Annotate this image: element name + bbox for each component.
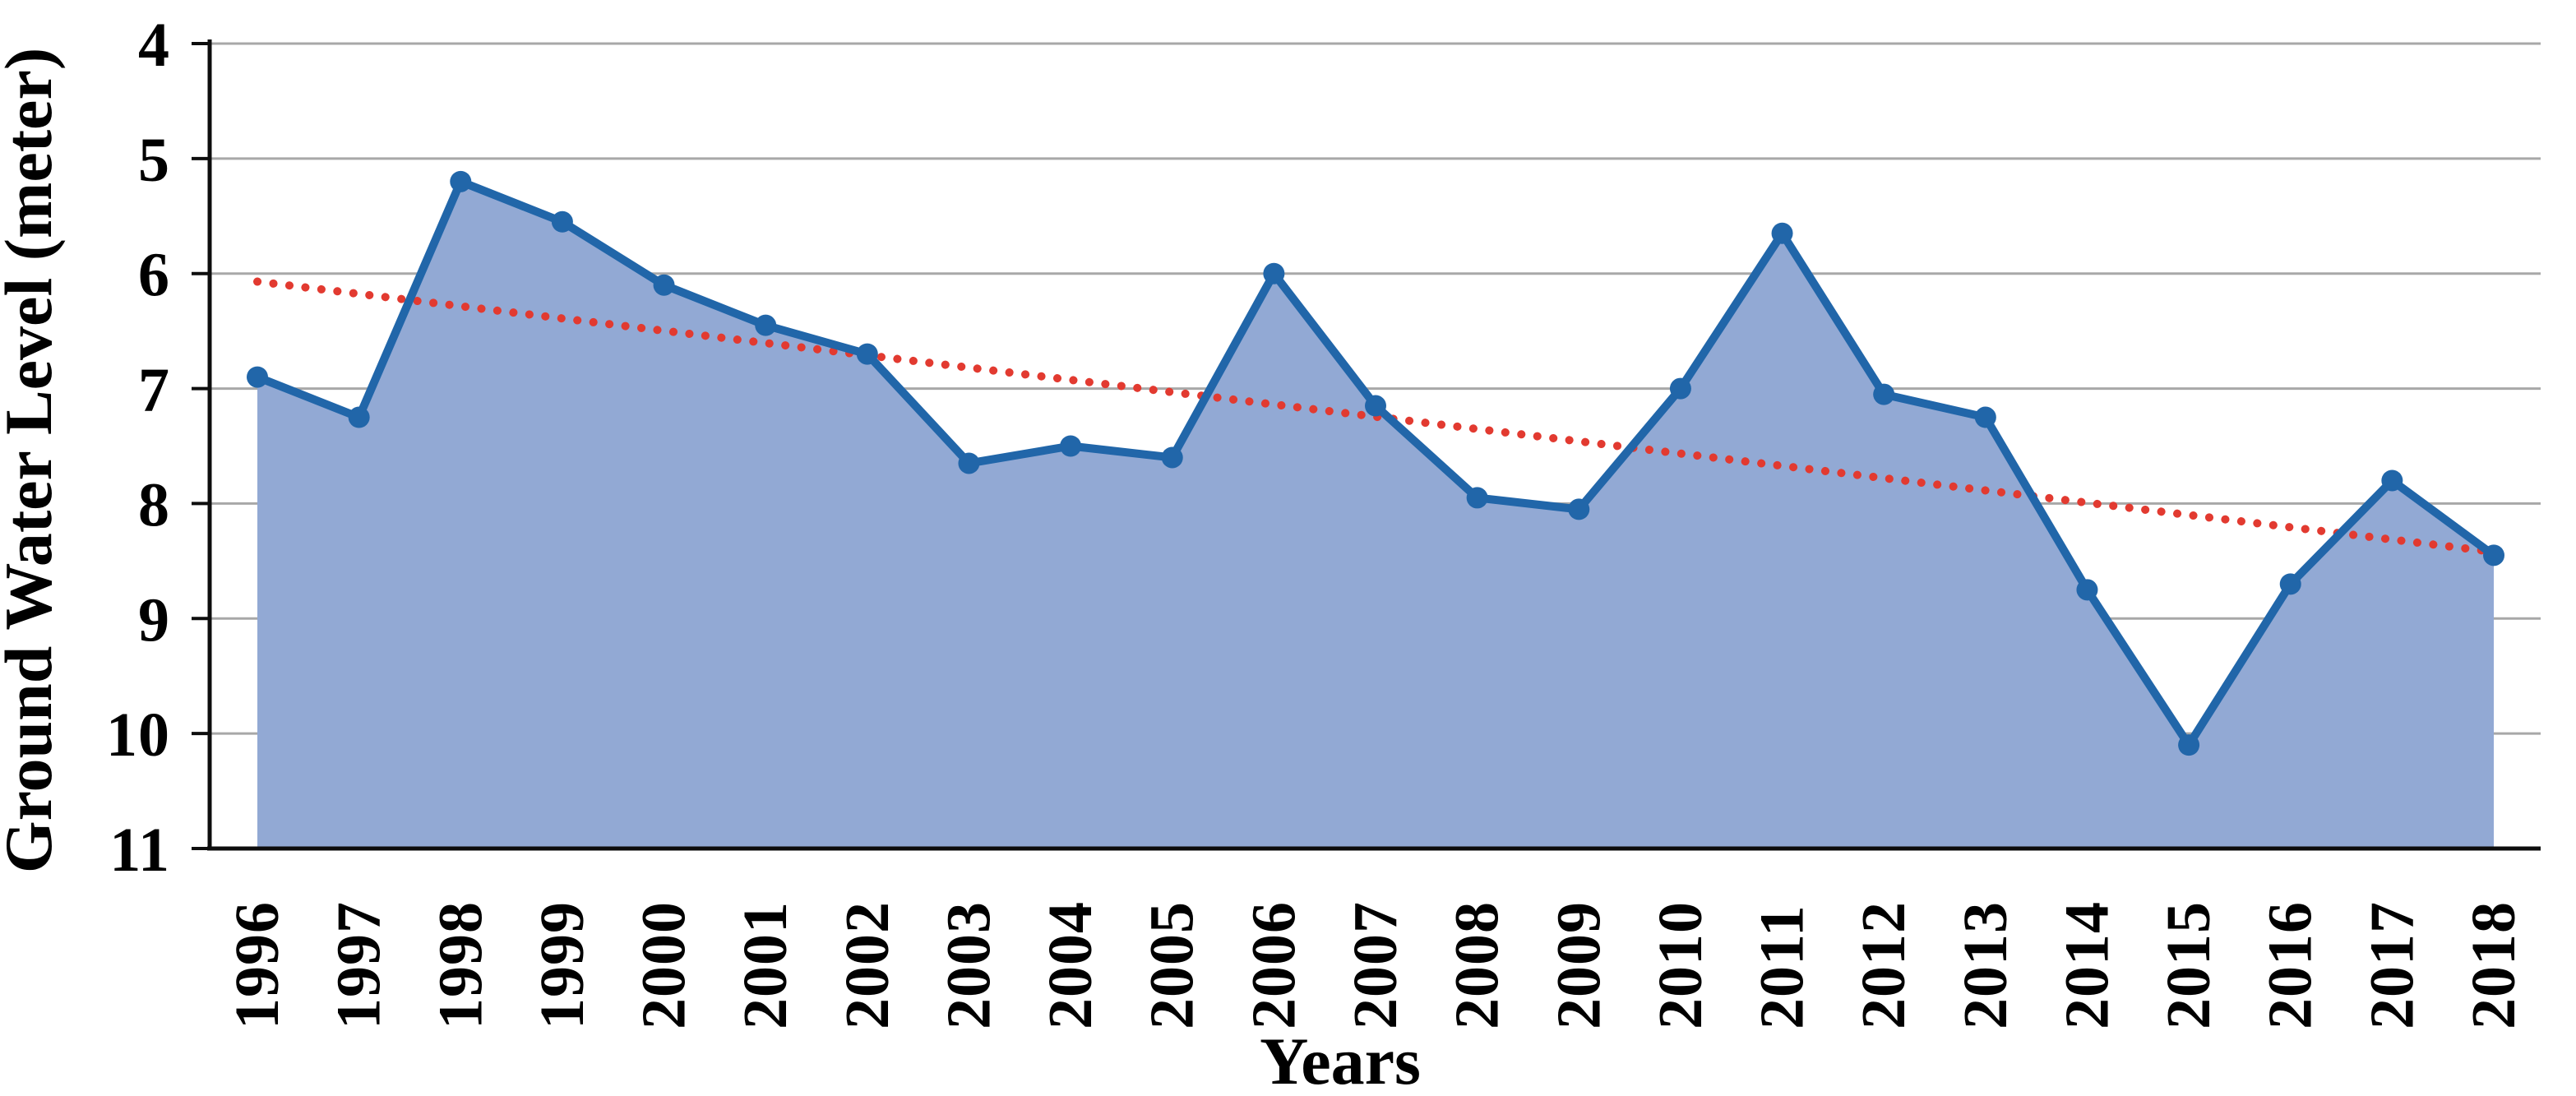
x-tick-label-2000: 2000 bbox=[630, 901, 699, 1029]
data-point-2006 bbox=[1263, 262, 1285, 284]
data-point-2008 bbox=[1466, 487, 1488, 509]
data-point-2004 bbox=[1060, 435, 1082, 457]
data-point-2015 bbox=[2178, 734, 2200, 756]
data-point-2002 bbox=[856, 343, 878, 365]
x-tick-label-2010: 2010 bbox=[1646, 901, 1715, 1029]
data-point-2010 bbox=[1669, 377, 1691, 400]
y-tick-label-11: 11 bbox=[109, 816, 170, 885]
y-tick-label-7: 7 bbox=[138, 356, 170, 425]
data-point-2009 bbox=[1568, 498, 1590, 520]
x-tick-label-2017: 2017 bbox=[2357, 901, 2426, 1029]
area-fill bbox=[257, 181, 2494, 849]
data-point-2014 bbox=[2076, 579, 2098, 601]
x-tick-label-2012: 2012 bbox=[1849, 901, 1918, 1029]
data-point-2003 bbox=[958, 452, 980, 474]
x-axis-title: Years bbox=[1260, 1024, 1421, 1096]
data-point-1998 bbox=[450, 170, 472, 192]
x-tick-label-2013: 2013 bbox=[1951, 901, 2020, 1029]
x-tick-label-2016: 2016 bbox=[2256, 901, 2325, 1029]
x-tick-label-1996: 1996 bbox=[223, 901, 292, 1029]
series-layer bbox=[247, 170, 2504, 849]
x-tick-label-1999: 1999 bbox=[528, 901, 597, 1029]
y-tick-label-9: 9 bbox=[138, 585, 170, 654]
y-tick-label-6: 6 bbox=[138, 241, 170, 310]
x-tick-label-2001: 2001 bbox=[731, 901, 800, 1029]
x-tick-label-2004: 2004 bbox=[1036, 901, 1105, 1029]
x-tick-label-1998: 1998 bbox=[426, 901, 495, 1029]
data-point-2017 bbox=[2381, 469, 2403, 492]
data-point-1996 bbox=[247, 366, 268, 388]
x-tick-label-2007: 2007 bbox=[1341, 901, 1410, 1029]
x-tick-label-2015: 2015 bbox=[2154, 901, 2223, 1029]
y-axis-title: Ground Water Level (meter) bbox=[0, 48, 66, 873]
data-point-2000 bbox=[653, 274, 675, 296]
data-point-2012 bbox=[1873, 383, 1895, 405]
data-point-2013 bbox=[1974, 406, 1996, 428]
data-point-2005 bbox=[1161, 446, 1183, 469]
data-point-2011 bbox=[1771, 222, 1793, 244]
x-tick-label-2005: 2005 bbox=[1138, 901, 1207, 1029]
y-tick-label-4: 4 bbox=[138, 11, 170, 80]
y-tick-label-8: 8 bbox=[138, 470, 170, 539]
data-point-1999 bbox=[551, 210, 573, 233]
axes-layer bbox=[192, 39, 2541, 851]
x-tick-label-2014: 2014 bbox=[2052, 901, 2121, 1029]
x-tick-label-2003: 2003 bbox=[934, 901, 1003, 1029]
y-tick-label-5: 5 bbox=[138, 126, 170, 195]
data-point-2016 bbox=[2279, 573, 2301, 595]
data-point-2018 bbox=[2483, 544, 2504, 566]
data-point-2001 bbox=[755, 314, 777, 336]
tick-labels-layer: 4 5 6 7 8 9 10 11 1996 1997 1998 1999 2000 2001 2002 20… bbox=[106, 11, 2528, 1029]
x-tick-label-1997: 1997 bbox=[325, 901, 394, 1029]
data-point-2007 bbox=[1365, 395, 1386, 417]
x-tick-label-2008: 2008 bbox=[1443, 901, 1512, 1029]
data-point-1997 bbox=[348, 406, 370, 428]
x-tick-label-2002: 2002 bbox=[833, 901, 902, 1029]
y-tick-label-10: 10 bbox=[106, 701, 170, 770]
trend-line bbox=[253, 277, 2498, 557]
x-tick-label-2011: 2011 bbox=[1748, 904, 1817, 1029]
x-tick-label-2018: 2018 bbox=[2459, 901, 2528, 1029]
x-tick-label-2006: 2006 bbox=[1239, 901, 1308, 1029]
x-tick-label-2009: 2009 bbox=[1544, 901, 1613, 1029]
